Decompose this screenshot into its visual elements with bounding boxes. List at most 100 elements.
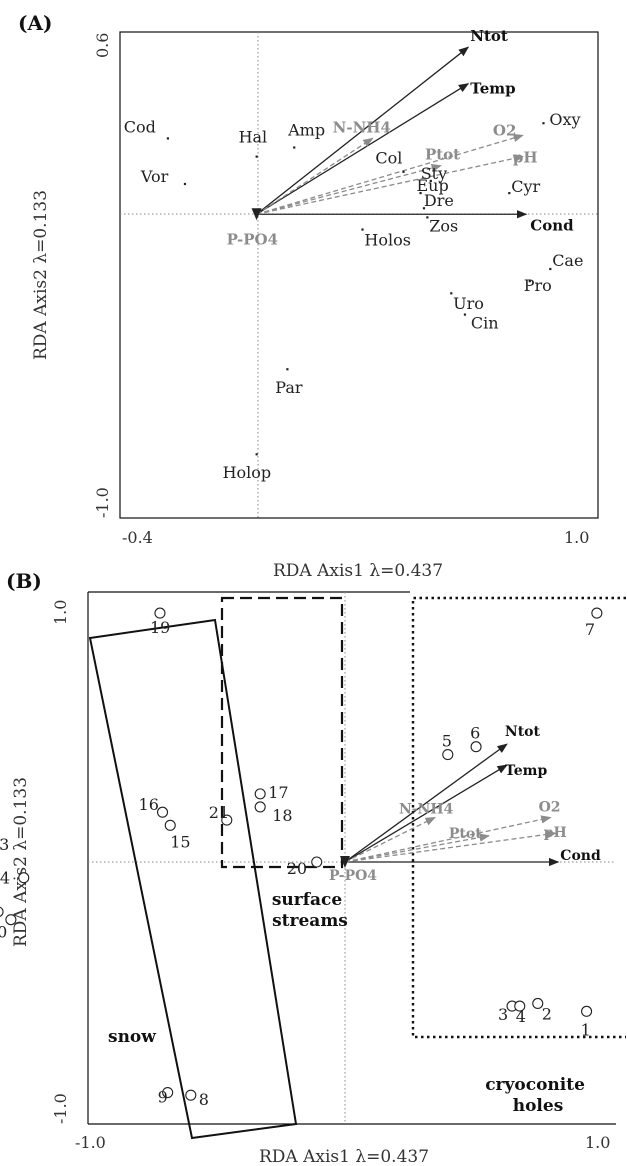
species-label-holop: Holop [223, 463, 272, 482]
species-label-col: Col [375, 149, 402, 168]
sample-point-1 [582, 1006, 592, 1016]
sample-label-2: 2 [542, 1004, 552, 1023]
group-label-surface-streams: surface streams [272, 890, 348, 931]
vector-label-temp: Temp [470, 80, 515, 98]
sample-label-18: 18 [272, 806, 292, 825]
vector-label-p-po4: P-PO4 [227, 230, 278, 248]
sample-point-8 [186, 1090, 196, 1100]
panel-b-xtick-right: 1.0 [585, 1133, 610, 1152]
group-label-cryoconite-holes: cryoconite holes [485, 1075, 591, 1116]
species-point-cod [167, 137, 169, 139]
panel-b-xlabel: RDA Axis1 λ=0.437 [259, 1147, 429, 1166]
sample-label-15: 15 [170, 832, 190, 851]
sample-label-16: 16 [139, 795, 159, 814]
panel-a-label: (A) [18, 11, 52, 35]
species-point-holos [361, 228, 363, 230]
sample-point-10 [6, 915, 16, 925]
species-point-col [402, 171, 404, 173]
b-vector-label-ph: pH [544, 825, 567, 841]
b-vector-label-temp: Temp [505, 763, 548, 779]
b-vector-label-cond: Cond [560, 848, 601, 864]
sample-label-5: 5 [442, 732, 452, 751]
panel-a: (A) 0.6 -1.0 -0.4 1.0 RDA Axis1 λ=0.437 … [18, 11, 598, 581]
panel-b: (B) 1.0 -1.0 -1.0 1.0 RDA Axis1 λ=0.437 … [0, 569, 626, 1166]
panel-a-ytick-top: 0.6 [93, 33, 112, 58]
panel-b-label: (B) [6, 569, 42, 593]
b-vector-label-p-po4: P-PO4 [329, 868, 377, 884]
sample-label-9: 9 [158, 1088, 168, 1107]
species-point-uro [450, 292, 452, 294]
panel-a-vectors: Ntot Temp Cond N-NH4 O2 pH Ptot P-PO4 [227, 27, 575, 248]
species-label-amp: Amp [287, 120, 325, 139]
species-point-oxy [542, 122, 544, 124]
sample-label-8: 8 [199, 1090, 209, 1109]
vector-label-ph: pH [513, 149, 538, 167]
sample-label-1: 1 [581, 1020, 591, 1039]
group-boundary-surface-streams [222, 598, 342, 867]
sample-point-11 [0, 907, 3, 917]
b-vector-label-n-nh4: N-NH4 [399, 801, 454, 817]
sample-label-3: 3 [498, 1005, 508, 1024]
sample-label-20: 20 [287, 859, 307, 878]
species-label-pro: Pro [524, 276, 552, 295]
group-boundary-snow [90, 620, 296, 1138]
sample-label-14: 14 [0, 869, 10, 888]
species-label-par: Par [275, 378, 303, 397]
species-label-vor: Vor [140, 167, 169, 186]
sample-point-16 [158, 807, 168, 817]
sample-point-17 [255, 789, 265, 799]
panel-b-samples: 123456789101112131415161718192021 [0, 608, 602, 1109]
species-point-hal [256, 156, 258, 158]
species-point-vor [184, 183, 186, 185]
species-label-cin: Cin [471, 313, 499, 332]
vector-arrow-o2 [257, 135, 523, 214]
species-label-cod: Cod [124, 117, 156, 136]
species-label-zos: Zos [429, 216, 458, 235]
sample-point-18 [255, 802, 265, 812]
panel-a-ytick-bottom: -1.0 [93, 487, 112, 518]
group-label-snow: snow [108, 1027, 156, 1047]
vector-label-o2: O2 [493, 121, 517, 139]
sample-label-13: 13 [0, 835, 9, 854]
sample-label-21: 21 [209, 803, 229, 822]
species-label-uro: Uro [453, 294, 484, 313]
sample-label-7: 7 [585, 620, 595, 639]
vector-arrow-ptot [257, 166, 441, 215]
vector-label-ntot: Ntot [470, 27, 508, 45]
species-label-oxy: Oxy [549, 110, 580, 129]
species-label-hal: Hal [239, 128, 268, 147]
vector-label-n-nh4: N-NH4 [333, 118, 391, 136]
panel-b-xtick-left: -1.0 [75, 1133, 106, 1152]
sample-point-19 [155, 608, 165, 618]
sample-point-7 [592, 608, 602, 618]
b-vector-label-o2: O2 [539, 799, 561, 815]
sample-label-4: 4 [516, 1007, 526, 1026]
sample-point-6 [471, 742, 481, 752]
sample-point-15 [165, 820, 175, 830]
vector-label-cond: Cond [530, 216, 574, 234]
species-point-holop [256, 453, 258, 455]
panel-a-xtick-left: -0.4 [122, 528, 153, 547]
panel-b-vectors: Ntot Temp Cond N-NH4 O2 pH Ptot P-PO4 [329, 724, 601, 884]
species-label-cae: Cae [552, 251, 583, 270]
sample-point-5 [443, 750, 453, 760]
sample-point-14 [19, 873, 29, 883]
b-vector-label-ntot: Ntot [505, 724, 541, 740]
species-point-zos [426, 216, 428, 218]
sample-label-6: 6 [470, 724, 480, 743]
panel-a-xlabel: RDA Axis1 λ=0.437 [273, 561, 443, 581]
b-vector-arrow-n-nh4 [345, 817, 435, 862]
species-point-cin [464, 313, 466, 315]
panel-b-ytick-top: 1.0 [51, 600, 70, 625]
vector-label-ptot: Ptot [425, 146, 460, 164]
vector-arrow-n-nh4 [257, 138, 373, 214]
sample-label-10: 10 [0, 923, 7, 942]
panel-a-frame [120, 32, 598, 518]
b-vector-label-ptot: Ptot [449, 826, 482, 842]
species-point-par [286, 368, 288, 370]
panel-b-ytick-bottom: -1.0 [51, 1093, 70, 1124]
species-point-cae [549, 268, 551, 270]
species-point-amp [293, 146, 295, 148]
panel-a-ylabel: RDA Axis2 λ=0.133 [31, 190, 51, 360]
